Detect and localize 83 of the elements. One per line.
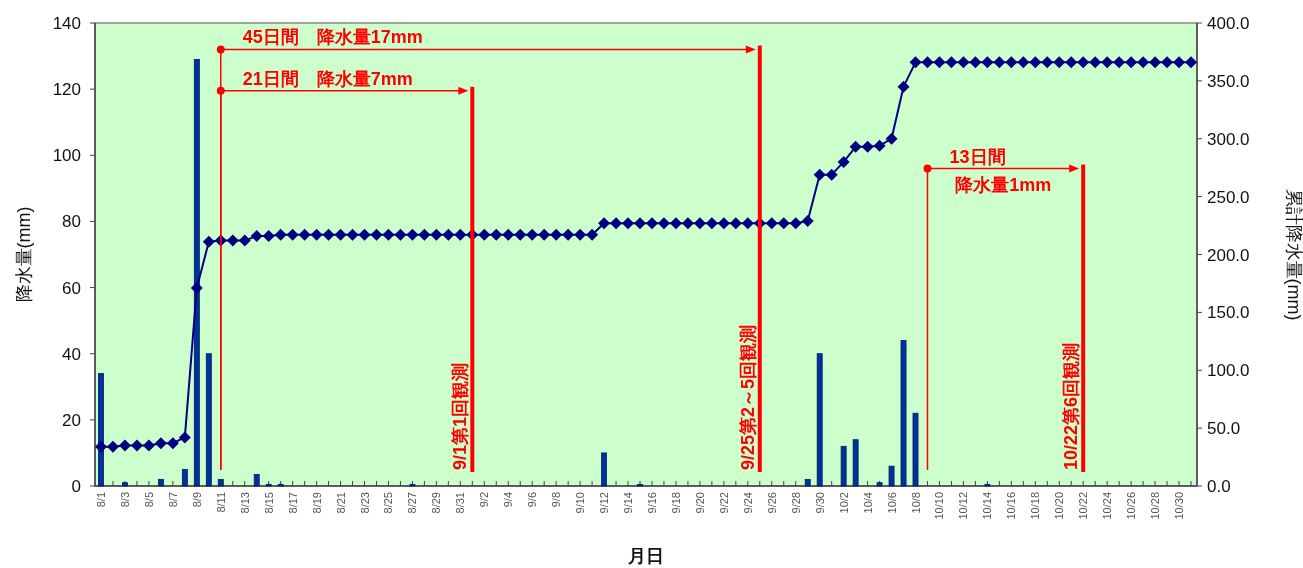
y2-tick-label: 50.0 bbox=[1207, 419, 1241, 439]
x-tick-label: 8/3 bbox=[118, 492, 131, 508]
x-tick-label: 10/22 bbox=[1077, 492, 1090, 520]
ref-line-label: 9/25第2～5回観測 bbox=[737, 324, 758, 470]
bar bbox=[900, 340, 907, 487]
x-tick-label: 8/25 bbox=[382, 492, 395, 514]
ref-line-label: 10/22第6回観測 bbox=[1061, 342, 1082, 470]
bar bbox=[840, 445, 847, 487]
x-tick-label: 8/11 bbox=[214, 492, 227, 513]
x-tick-label: 10/12 bbox=[957, 492, 970, 520]
x-tick-label: 9/4 bbox=[502, 492, 515, 508]
x-tick-label: 9/26 bbox=[765, 492, 778, 514]
x-tick-label: 8/27 bbox=[406, 492, 419, 514]
y2-tick-label: 400.0 bbox=[1207, 14, 1250, 33]
x-tick-label: 9/24 bbox=[741, 492, 754, 514]
y2-tick-label: 300.0 bbox=[1207, 129, 1250, 149]
y-tick-label: 80 bbox=[62, 212, 81, 232]
y-tick-label: 60 bbox=[62, 278, 81, 298]
bar bbox=[888, 465, 895, 487]
x-tick-label: 10/24 bbox=[1101, 492, 1114, 520]
y2-axis-title: 累計降水量(mm) bbox=[1284, 188, 1303, 321]
x-tick-label: 10/28 bbox=[1149, 492, 1162, 520]
x-tick-label: 8/29 bbox=[430, 492, 443, 514]
y-axis-title: 降水量(mm) bbox=[14, 206, 34, 303]
y2-tick-label: 0.0 bbox=[1207, 477, 1231, 496]
bar bbox=[912, 412, 919, 487]
x-tick-label: 9/14 bbox=[622, 492, 635, 514]
x-tick-label: 8/13 bbox=[238, 492, 251, 514]
y2-tick-label: 200.0 bbox=[1207, 245, 1250, 265]
x-tick-label: 10/2 bbox=[837, 492, 850, 514]
x-tick-label: 10/30 bbox=[1173, 492, 1186, 520]
x-tick-label: 8/15 bbox=[262, 492, 275, 514]
y-tick-label: 120 bbox=[52, 80, 81, 100]
x-tick-label: 8/9 bbox=[190, 492, 203, 508]
x-tick-label: 9/18 bbox=[669, 492, 682, 514]
x-tick-label: 10/8 bbox=[909, 492, 922, 514]
bar bbox=[253, 474, 260, 487]
y2-tick-label: 150.0 bbox=[1207, 303, 1250, 323]
y-tick-label: 140 bbox=[52, 14, 81, 33]
x-tick-label: 8/7 bbox=[166, 492, 179, 508]
x-tick-label: 8/1 bbox=[94, 492, 107, 508]
y-tick-label: 0 bbox=[71, 477, 81, 496]
x-tick-label: 10/4 bbox=[861, 492, 874, 514]
x-tick-label: 9/20 bbox=[693, 492, 706, 514]
x-tick-label: 10/14 bbox=[981, 492, 994, 520]
x-tick-label: 9/12 bbox=[598, 492, 611, 514]
y2-tick-label: 250.0 bbox=[1207, 187, 1250, 207]
y-tick-label: 100 bbox=[52, 146, 81, 166]
annotation: 降水量1mm bbox=[955, 174, 1052, 195]
x-tick-label: 8/5 bbox=[142, 492, 155, 508]
annotation: 21日間 降水量7mm bbox=[242, 68, 413, 89]
x-tick-label: 9/16 bbox=[645, 492, 658, 514]
x-tick-label: 9/6 bbox=[526, 492, 539, 508]
bar bbox=[601, 452, 607, 487]
annotation: 13日間 bbox=[949, 146, 1006, 167]
y-tick-label: 20 bbox=[62, 410, 81, 430]
y2-tick-label: 350.0 bbox=[1207, 71, 1250, 91]
x-axis-title: 月日 bbox=[627, 546, 664, 566]
x-tick-label: 8/21 bbox=[334, 492, 347, 514]
x-tick-label: 9/28 bbox=[789, 492, 802, 514]
bar bbox=[816, 353, 823, 487]
x-tick-label: 8/17 bbox=[286, 492, 299, 514]
ref-line-label: 9/1第1回観測 bbox=[450, 362, 471, 470]
x-tick-label: 10/6 bbox=[885, 492, 898, 514]
x-tick-label: 10/20 bbox=[1053, 492, 1066, 520]
bar bbox=[852, 439, 859, 487]
x-tick-label: 9/2 bbox=[478, 492, 491, 508]
bar bbox=[205, 353, 212, 487]
x-tick-label: 9/30 bbox=[813, 492, 826, 514]
x-tick-label: 8/23 bbox=[358, 492, 371, 514]
x-tick-label: 10/26 bbox=[1125, 492, 1138, 520]
x-tick-label: 9/22 bbox=[717, 492, 730, 514]
x-tick-label: 8/19 bbox=[310, 492, 323, 514]
x-tick-label: 8/31 bbox=[454, 492, 467, 514]
y-tick-label: 40 bbox=[62, 344, 81, 364]
x-tick-label: 10/10 bbox=[933, 492, 946, 520]
y2-tick-label: 100.0 bbox=[1207, 361, 1250, 381]
x-tick-label: 9/10 bbox=[574, 492, 587, 514]
x-tick-label: 10/16 bbox=[1005, 492, 1018, 520]
annotation: 45日間 降水量17mm bbox=[242, 27, 423, 48]
x-tick-label: 10/18 bbox=[1029, 492, 1042, 520]
x-tick-label: 9/8 bbox=[550, 492, 563, 508]
bar bbox=[181, 469, 188, 487]
